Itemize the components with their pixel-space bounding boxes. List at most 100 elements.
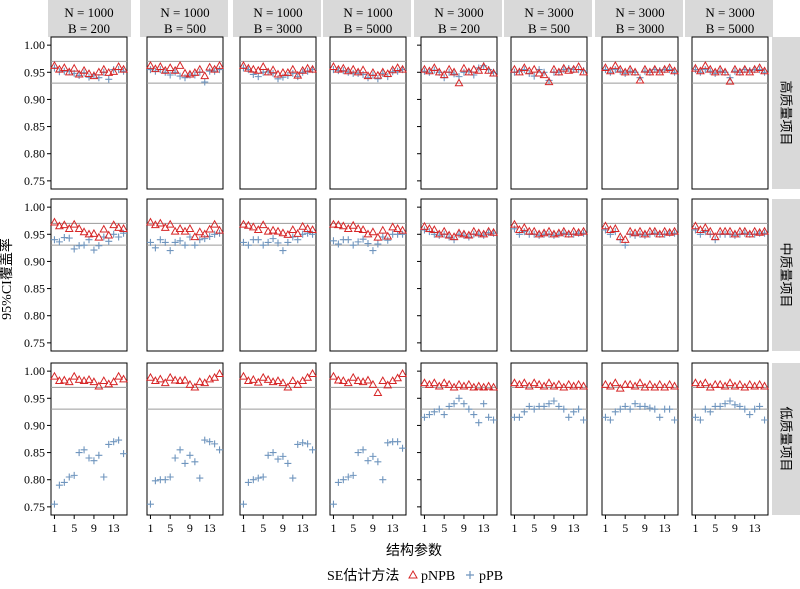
ppb-point [460,400,468,408]
ppb-point [746,411,754,419]
pnpb-point [579,226,588,235]
pnpb-point [625,379,635,388]
ppb-point [95,451,103,459]
column-strip-1 [48,0,131,37]
ppb-point [450,70,458,78]
legend-pnpb-label: pNPB [421,569,455,584]
pnpb-point [720,226,730,235]
ppb-point [151,244,159,252]
pnpb-point [329,62,338,70]
pnpb-point [160,378,170,387]
pnpb-point [398,64,407,73]
ppb-point [304,440,312,448]
pnpb-point [114,222,124,231]
ppb-point [211,440,219,448]
pnpb-point [353,376,363,385]
ppb-point [284,238,292,246]
pnpb-point [165,372,175,381]
x-tick-label: 9 [732,521,738,535]
pnpb-point [268,225,278,234]
ppb-point [201,78,209,86]
ppb-point [171,454,179,462]
x-tick-label: 13 [204,521,216,535]
ppb-point [269,449,277,457]
ppb-point [65,473,73,481]
pnpb-point [239,60,248,69]
y-tick-label: 1.00 [24,364,45,378]
ppb-point [565,413,573,421]
pnpb-point [146,217,155,226]
ppb-point [560,405,568,413]
ppb-point [374,458,382,466]
pnpb-point [155,218,165,227]
ppb-point [354,238,362,246]
pnpb-point [620,379,630,388]
panel-frame [601,198,679,352]
ppb-point [254,236,262,244]
ppb-point [90,457,98,465]
ppb-point [161,476,169,484]
x-tick-label: 5 [712,521,718,535]
x-tick-label: 9 [370,521,376,535]
pnpb-point [459,229,469,238]
pnpb-point [519,222,529,231]
ppb-point [636,74,644,82]
ppb-point [309,446,317,454]
ppb-point [55,238,63,246]
x-tick-label: 13 [749,521,761,535]
x-axis-title: 结构参数 [386,542,442,559]
ppb-point [384,236,392,244]
pnpb-point [99,64,109,73]
ppb-point [364,74,372,82]
x-tick-label: 1 [147,521,153,535]
y-tick-label: 0.95 [24,227,45,241]
pnpb-point [175,224,185,232]
x-tick-label: 9 [551,521,557,535]
x-tick-label: 5 [167,521,173,535]
pnpb-point [474,381,484,390]
pnpb-point [645,379,655,388]
pnpb-point [710,232,720,241]
pnpb-point [755,379,765,388]
panel-frame [601,36,679,190]
ppb-point [736,402,744,410]
ppb-point [201,436,209,444]
ppb-point [580,416,588,424]
ppb-point [510,225,518,233]
pnpb-point [205,62,215,71]
pnpb-point [529,226,539,235]
pnpb-point [200,71,210,80]
panel-r1-c4 [329,36,407,190]
pnpb-point [665,227,675,236]
pnpb-point [655,379,665,388]
panel-frame [329,198,407,352]
column-strip-7 [595,0,683,37]
pnpb-point [640,64,650,73]
pnpb-point [630,67,640,76]
ppb-point [520,408,528,416]
pnpb-point [514,67,524,76]
pnpb-point [424,224,434,232]
pnpb-point [700,222,710,231]
pnpb-point [253,377,263,386]
ppb-point [731,67,739,75]
ppb-point [359,446,367,454]
row-strip-label: 高质量项目 [779,80,794,145]
pnpb-point [84,229,94,238]
ppb-point [349,471,357,479]
ppb-point [485,413,493,421]
pnpb-point [755,227,765,236]
pnpb-point [429,63,439,72]
pnpb-point [338,63,348,72]
x-tick-label: 5 [622,521,628,535]
pnpb-point [625,64,635,73]
pnpb-point [288,64,298,73]
pnpb-point [665,63,675,72]
ppb-point [606,230,614,238]
pnpb-point [459,63,469,72]
ppb-point [646,404,654,412]
pnpb-point [239,371,248,380]
pnpb-point [175,60,185,69]
pnpb-point [625,226,635,235]
